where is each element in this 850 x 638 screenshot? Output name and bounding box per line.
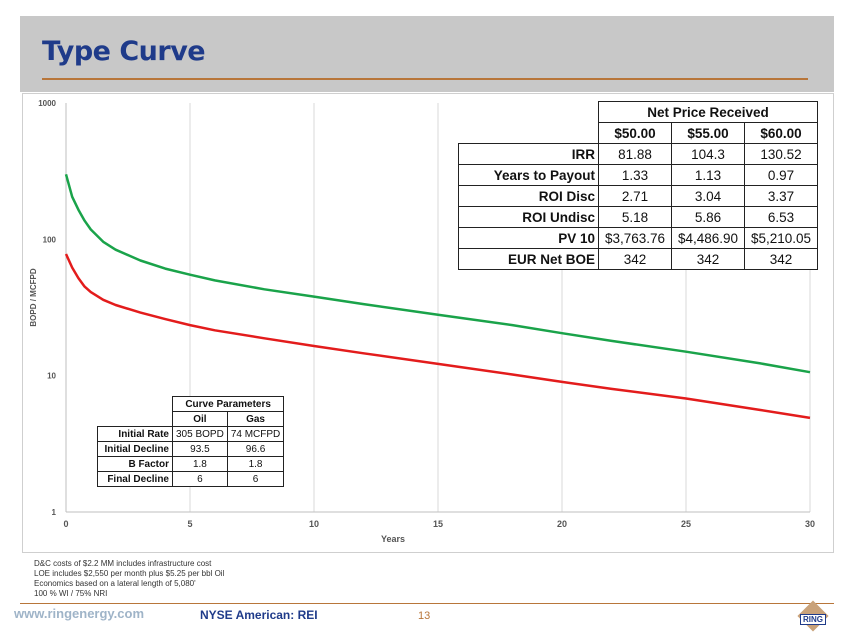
row-label: ROI Disc bbox=[458, 185, 599, 207]
cell-value: 1.8 bbox=[172, 456, 228, 472]
cell-value: 130.52 bbox=[744, 143, 818, 165]
oil-curve-line bbox=[64, 253, 811, 420]
x-tick-label: 30 bbox=[805, 519, 815, 529]
table-row: ROI Undisc 5.18 5.86 6.53 bbox=[458, 206, 818, 228]
stock-ticker: NYSE American: REI bbox=[200, 608, 318, 622]
ring-logo: RING bbox=[796, 600, 832, 632]
x-tick-label: 5 bbox=[187, 519, 192, 529]
cell-value: $5,210.05 bbox=[744, 227, 818, 249]
website-link[interactable]: www.ringenergy.com bbox=[14, 606, 145, 621]
x-tick-label: 10 bbox=[309, 519, 319, 529]
cell-value: 1.33 bbox=[598, 164, 672, 186]
row-label: Initial Rate bbox=[97, 426, 173, 442]
table-row: B Factor 1.8 1.8 bbox=[97, 456, 285, 472]
curve-parameters-table: Curve Parameters Oil Gas Initial Rate 30… bbox=[97, 396, 285, 487]
row-label: IRR bbox=[458, 143, 599, 165]
logo-wordmark: RING bbox=[800, 614, 826, 625]
cell-value: 6.53 bbox=[744, 206, 818, 228]
footnotes: D&C costs of $2.2 MM includes infrastruc… bbox=[34, 559, 224, 599]
y-tick-label: 1000 bbox=[38, 99, 56, 108]
row-label: B Factor bbox=[97, 456, 173, 472]
cell-value: 1.13 bbox=[671, 164, 745, 186]
cell-value: 3.37 bbox=[744, 185, 818, 207]
row-label: PV 10 bbox=[458, 227, 599, 249]
footer-divider bbox=[20, 603, 834, 604]
y-tick-label: 1 bbox=[52, 508, 57, 517]
net-price-table: Net Price Received $50.00 $55.00 $60.00 … bbox=[458, 101, 818, 270]
price-header: $50.00 bbox=[598, 122, 672, 144]
cell-value: 96.6 bbox=[226, 441, 285, 457]
x-tick-label: 15 bbox=[433, 519, 443, 529]
cell-value: 0.97 bbox=[744, 164, 818, 186]
table-row: IRR 81.88 104.3 130.52 bbox=[458, 143, 818, 165]
cell-value: 104.3 bbox=[671, 143, 745, 165]
footnote: D&C costs of $2.2 MM includes infrastruc… bbox=[34, 559, 212, 568]
cell-value: 6 bbox=[226, 471, 285, 487]
price-table-title: Net Price Received bbox=[598, 101, 818, 123]
cell-value: 5.86 bbox=[671, 206, 745, 228]
row-label: Initial Decline bbox=[97, 441, 173, 457]
table-corner bbox=[98, 412, 173, 427]
column-header: Oil bbox=[172, 411, 228, 427]
y-axis-label: BOPD / MCFPD bbox=[29, 268, 38, 326]
x-tick-label: 0 bbox=[63, 519, 68, 529]
cell-value: 342 bbox=[744, 248, 818, 270]
row-label: Years to Payout bbox=[458, 164, 599, 186]
table-row: Initial Rate 305 BOPD 74 MCFPD bbox=[97, 426, 285, 442]
cell-value: $4,486.90 bbox=[671, 227, 745, 249]
x-tick-label: 25 bbox=[681, 519, 691, 529]
cell-value: 342 bbox=[598, 248, 672, 270]
cell-value: 342 bbox=[671, 248, 745, 270]
cell-value: 5.18 bbox=[598, 206, 672, 228]
column-header: Gas bbox=[226, 411, 285, 427]
price-header: $55.00 bbox=[671, 122, 745, 144]
x-tick-label: 20 bbox=[557, 519, 567, 529]
footnote: Economics based on a lateral length of 5… bbox=[34, 579, 196, 588]
table-row: ROI Disc 2.71 3.04 3.37 bbox=[458, 185, 818, 207]
cell-value: 1.8 bbox=[226, 456, 285, 472]
price-header: $60.00 bbox=[744, 122, 818, 144]
x-axis-label: Years bbox=[381, 534, 405, 544]
table-row: Final Decline 6 6 bbox=[97, 471, 285, 487]
cell-value: 81.88 bbox=[598, 143, 672, 165]
footnote: LOE includes $2,550 per month plus $5.25… bbox=[34, 569, 225, 578]
table-row: EUR Net BOE 342 342 342 bbox=[458, 248, 818, 270]
row-label: EUR Net BOE bbox=[458, 248, 599, 270]
table-corner bbox=[98, 397, 173, 412]
y-tick-label: 10 bbox=[47, 372, 56, 381]
cell-value: 2.71 bbox=[598, 185, 672, 207]
title-underline bbox=[42, 78, 808, 80]
cell-value: 305 BOPD bbox=[172, 426, 228, 442]
cell-value: 6 bbox=[172, 471, 228, 487]
page-title: Type Curve bbox=[42, 36, 206, 67]
gas-curve-line bbox=[64, 173, 811, 374]
footnote: 100 % WI / 75% NRI bbox=[34, 589, 108, 598]
cell-value: $3,763.76 bbox=[598, 227, 672, 249]
y-tick-label: 100 bbox=[43, 235, 57, 244]
cell-value: 74 MCFPD bbox=[226, 426, 285, 442]
cell-value: 3.04 bbox=[671, 185, 745, 207]
table-row: Initial Decline 93.5 96.6 bbox=[97, 441, 285, 457]
row-label: Final Decline bbox=[97, 471, 173, 487]
table-row: PV 10 $3,763.76 $4,486.90 $5,210.05 bbox=[458, 227, 818, 249]
table-corner bbox=[459, 123, 599, 144]
page-number: 13 bbox=[418, 610, 431, 622]
row-label: ROI Undisc bbox=[458, 206, 599, 228]
table-row: Years to Payout 1.33 1.13 0.97 bbox=[458, 164, 818, 186]
cell-value: 93.5 bbox=[172, 441, 228, 457]
table-corner bbox=[459, 102, 599, 123]
params-table-title: Curve Parameters bbox=[171, 396, 285, 412]
